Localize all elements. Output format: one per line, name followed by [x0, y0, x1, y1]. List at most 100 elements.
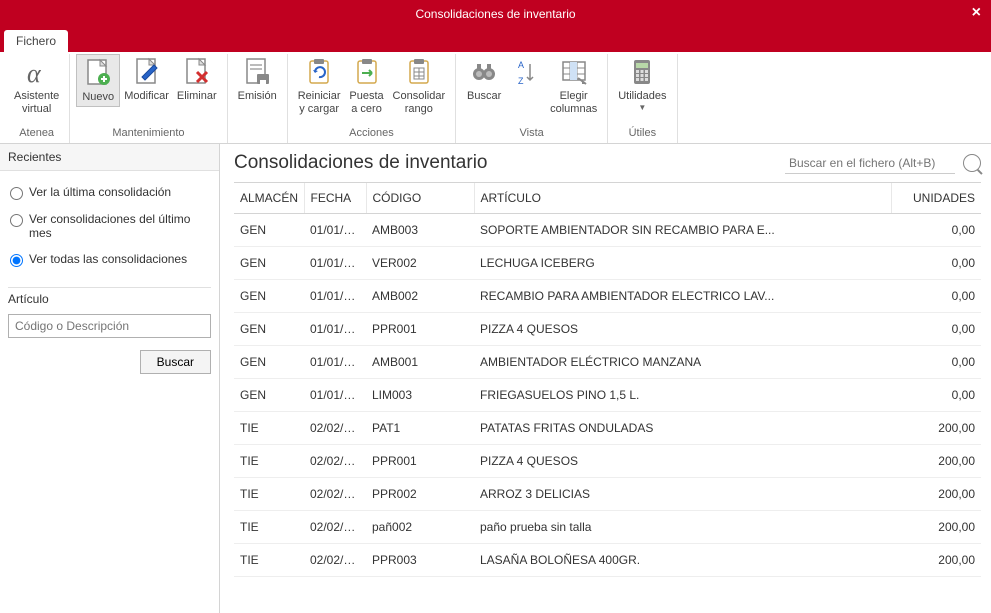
- cell-codigo: AMB003: [366, 214, 474, 247]
- clipboard-zero-icon: [351, 56, 383, 88]
- edit-doc-icon: [131, 56, 163, 88]
- eliminar-button[interactable]: Eliminar: [173, 54, 221, 105]
- cell-fecha: 01/01/2...: [304, 214, 366, 247]
- print-icon: [241, 56, 273, 88]
- svg-text:α: α: [27, 59, 42, 88]
- columns-icon: [558, 56, 590, 88]
- table-row[interactable]: TIE02/02/2...PPR002ARROZ 3 DELICIAS200,0…: [234, 478, 981, 511]
- search-input[interactable]: [785, 153, 955, 174]
- tab-fichero[interactable]: Fichero: [4, 30, 68, 52]
- asistente-virtual-button[interactable]: α Asistente virtual: [10, 54, 63, 117]
- cell-almacen: GEN: [234, 346, 304, 379]
- radio-todas[interactable]: Ver todas las consolidaciones: [10, 246, 209, 273]
- cell-articulo: AMBIENTADOR ELÉCTRICO MANZANA: [474, 346, 891, 379]
- table-scroll[interactable]: ALMACÉN FECHA CÓDIGO ARTÍCULO UNIDADES G…: [234, 182, 981, 613]
- radio-ultimo-mes-input[interactable]: [10, 214, 23, 227]
- cell-articulo: RECAMBIO PARA AMBIENTADOR ELECTRICO LAV.…: [474, 280, 891, 313]
- emision-button[interactable]: Emisión: [234, 54, 281, 105]
- cell-unidades: 200,00: [891, 412, 981, 445]
- radio-todas-input[interactable]: [10, 254, 23, 267]
- col-articulo[interactable]: ARTÍCULO: [474, 183, 891, 214]
- table-row[interactable]: TIE02/02/2...PPR003LASAÑA BOLOÑESA 400GR…: [234, 544, 981, 577]
- col-almacen[interactable]: ALMACÉN: [234, 183, 304, 214]
- radio-ultima-input[interactable]: [10, 187, 23, 200]
- window-title: Consolidaciones de inventario: [415, 7, 575, 21]
- group-acciones-label: Acciones: [294, 125, 449, 143]
- svg-text:A: A: [518, 60, 524, 70]
- cell-unidades: 0,00: [891, 313, 981, 346]
- content-area: Recientes Ver la última consolidación Ve…: [0, 144, 991, 613]
- main-panel: Consolidaciones de inventario ALMACÉN FE…: [220, 144, 991, 613]
- table-row[interactable]: GEN01/01/2...PPR001PIZZA 4 QUESOS0,00: [234, 313, 981, 346]
- col-unidades[interactable]: UNIDADES: [891, 183, 981, 214]
- radio-ultimo-mes[interactable]: Ver consolidaciones del último mes: [10, 206, 209, 246]
- cell-almacen: GEN: [234, 214, 304, 247]
- cell-codigo: pañ002: [366, 511, 474, 544]
- cell-unidades: 0,00: [891, 247, 981, 280]
- cell-almacen: TIE: [234, 511, 304, 544]
- elegir-columnas-button[interactable]: Elegir columnas: [546, 54, 601, 117]
- cell-almacen: GEN: [234, 379, 304, 412]
- chevron-down-icon: ▼: [638, 103, 646, 112]
- cell-codigo: PPR003: [366, 544, 474, 577]
- table-row[interactable]: GEN01/01/2...AMB002RECAMBIO PARA AMBIENT…: [234, 280, 981, 313]
- cell-fecha: 02/02/2...: [304, 544, 366, 577]
- col-codigo[interactable]: CÓDIGO: [366, 183, 474, 214]
- table-row[interactable]: GEN01/01/2...AMB001AMBIENTADOR ELÉCTRICO…: [234, 346, 981, 379]
- modificar-button[interactable]: Modificar: [120, 54, 173, 105]
- cell-fecha: 02/02/2...: [304, 511, 366, 544]
- cell-fecha: 01/01/2...: [304, 313, 366, 346]
- table-row[interactable]: GEN01/01/2...AMB003SOPORTE AMBIENTADOR S…: [234, 214, 981, 247]
- alpha-icon: α: [21, 56, 53, 88]
- cell-articulo: LECHUGA ICEBERG: [474, 247, 891, 280]
- puesta-cero-button[interactable]: Puesta a cero: [345, 54, 389, 117]
- calculator-icon: [626, 56, 658, 88]
- search-icon[interactable]: [963, 154, 981, 172]
- ribbon: α Asistente virtual Atenea Nuevo Modific…: [0, 52, 991, 144]
- cell-fecha: 02/02/2...: [304, 478, 366, 511]
- delete-doc-icon: [181, 56, 213, 88]
- nuevo-button[interactable]: Nuevo: [76, 54, 120, 107]
- sort-az-button[interactable]: AZ: [506, 54, 546, 105]
- cell-fecha: 01/01/2...: [304, 346, 366, 379]
- table-row[interactable]: TIE02/02/2...PPR001PIZZA 4 QUESOS200,00: [234, 445, 981, 478]
- table-row[interactable]: TIE02/02/2...PAT1PATATAS FRITAS ONDULADA…: [234, 412, 981, 445]
- binoculars-icon: [468, 56, 500, 88]
- col-fecha[interactable]: FECHA: [304, 183, 366, 214]
- cell-unidades: 200,00: [891, 511, 981, 544]
- cell-codigo: LIM003: [366, 379, 474, 412]
- cell-unidades: 200,00: [891, 544, 981, 577]
- reiniciar-button[interactable]: Reiniciar y cargar: [294, 54, 345, 117]
- cell-codigo: PPR002: [366, 478, 474, 511]
- articulo-input[interactable]: [8, 314, 211, 338]
- cell-unidades: 0,00: [891, 379, 981, 412]
- cell-articulo: FRIEGASUELOS PINO 1,5 L.: [474, 379, 891, 412]
- svg-text:Z: Z: [518, 76, 524, 86]
- utilidades-button[interactable]: Utilidades ▼: [614, 54, 670, 114]
- sidebar: Recientes Ver la última consolidación Ve…: [0, 144, 220, 613]
- clipboard-range-icon: [403, 56, 435, 88]
- table-row[interactable]: GEN01/01/2...LIM003FRIEGASUELOS PINO 1,5…: [234, 379, 981, 412]
- consolidar-button[interactable]: Consolidar rango: [389, 54, 450, 117]
- table-row[interactable]: GEN01/01/2...VER002LECHUGA ICEBERG0,00: [234, 247, 981, 280]
- cell-codigo: PPR001: [366, 313, 474, 346]
- cell-fecha: 01/01/2...: [304, 280, 366, 313]
- sort-icon: AZ: [510, 56, 542, 88]
- table-row[interactable]: TIE02/02/2...pañ002paño prueba sin talla…: [234, 511, 981, 544]
- cell-fecha: 02/02/2...: [304, 412, 366, 445]
- radio-ultima[interactable]: Ver la última consolidación: [10, 179, 209, 206]
- cell-articulo: PIZZA 4 QUESOS: [474, 313, 891, 346]
- buscar-ribbon-button[interactable]: Buscar: [462, 54, 506, 105]
- cell-articulo: PATATAS FRITAS ONDULADAS: [474, 412, 891, 445]
- buscar-sidebar-button[interactable]: Buscar: [140, 350, 211, 374]
- articulo-title: Artículo: [8, 287, 211, 314]
- tab-strip: Fichero: [0, 28, 991, 52]
- group-vista-label: Vista: [462, 125, 601, 143]
- cell-codigo: VER002: [366, 247, 474, 280]
- cell-fecha: 01/01/2...: [304, 379, 366, 412]
- cell-almacen: GEN: [234, 247, 304, 280]
- close-icon[interactable]: ×: [972, 4, 981, 22]
- cell-articulo: SOPORTE AMBIENTADOR SIN RECAMBIO PARA E.…: [474, 214, 891, 247]
- cell-fecha: 02/02/2...: [304, 445, 366, 478]
- group-mantenimiento-label: Mantenimiento: [76, 125, 220, 143]
